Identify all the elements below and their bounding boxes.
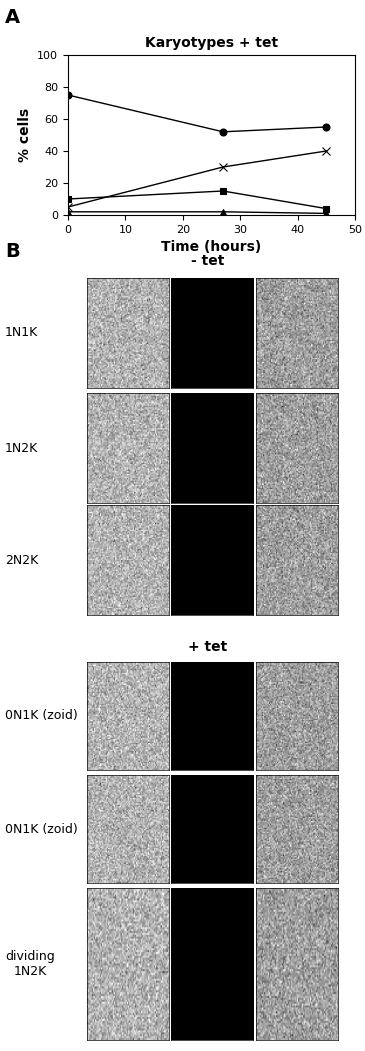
Y-axis label: % cells: % cells	[18, 108, 32, 162]
Text: 0N1K (zoid): 0N1K (zoid)	[5, 709, 78, 722]
Text: 1N1K: 1N1K	[5, 327, 38, 339]
Text: 2N2K: 2N2K	[5, 554, 38, 566]
Text: 0N1K (zoid): 0N1K (zoid)	[5, 823, 78, 836]
Title: Karyotypes + tet: Karyotypes + tet	[145, 36, 278, 49]
Text: A: A	[5, 8, 20, 27]
Text: dividing
1N2K: dividing 1N2K	[5, 950, 55, 978]
Text: B: B	[5, 242, 20, 261]
Text: - tet: - tet	[191, 254, 225, 268]
Text: 1N2K: 1N2K	[5, 441, 38, 454]
Text: + tet: + tet	[188, 640, 228, 654]
X-axis label: Time (hours): Time (hours)	[161, 241, 262, 254]
